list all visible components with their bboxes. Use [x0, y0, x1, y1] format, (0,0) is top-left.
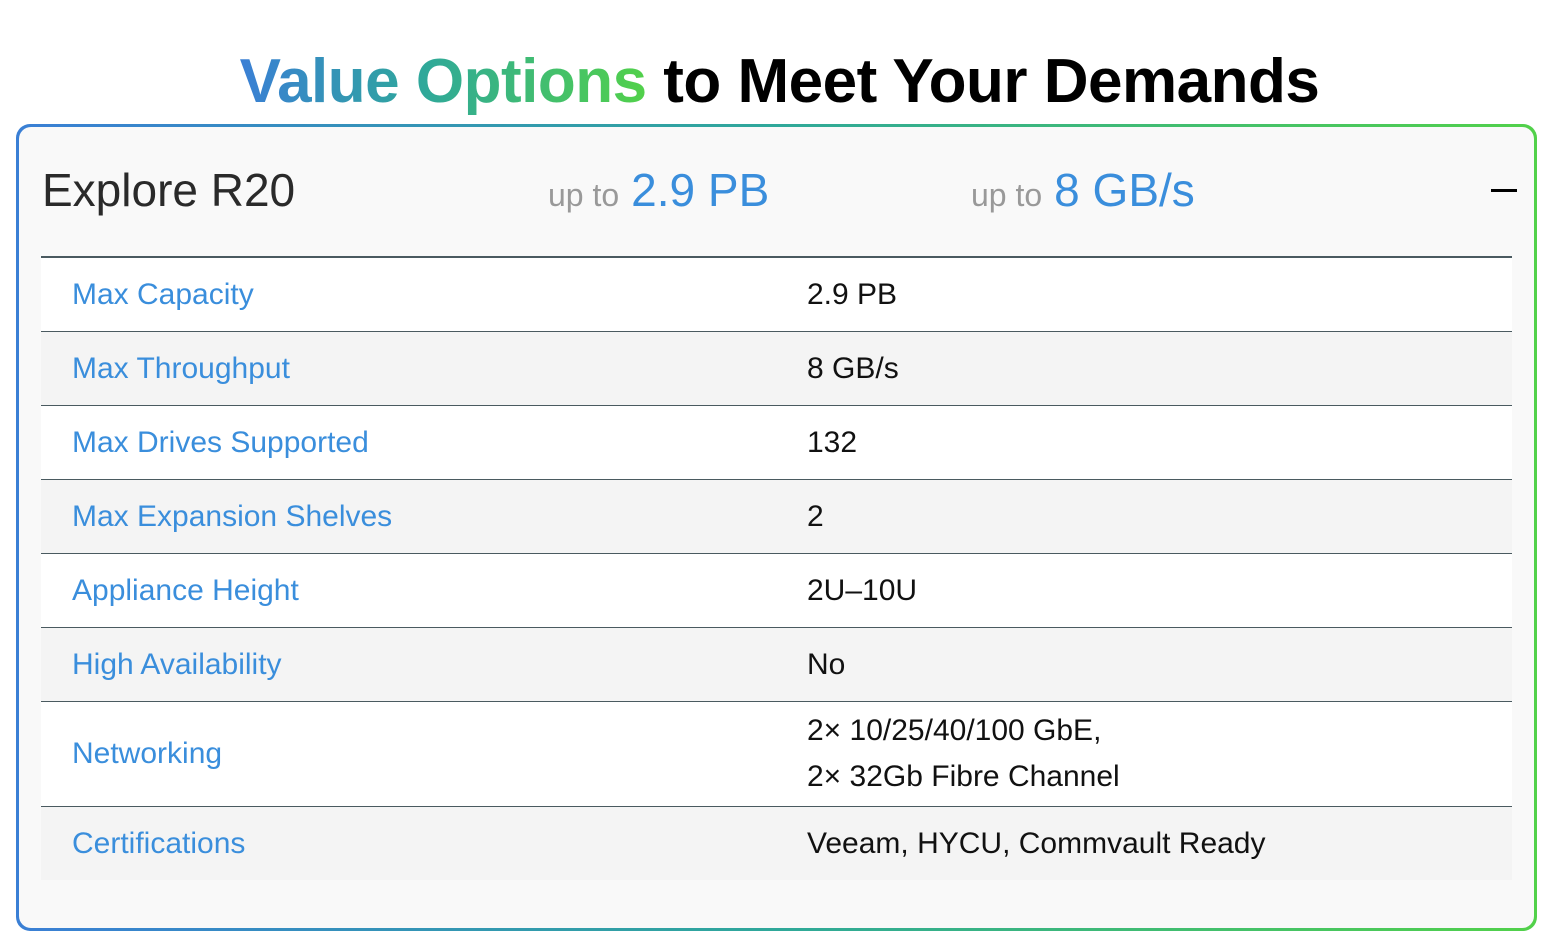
table-row: Networking 2× 10/25/40/100 GbE, 2× 32Gb Fi… — [41, 701, 1512, 807]
spec-label: Certifications — [72, 826, 246, 860]
table-row: Appliance Height 2U–10U — [41, 553, 1512, 628]
spec-value: 2× 10/25/40/100 GbE, 2× 32Gb Fibre Channe… — [807, 702, 1512, 807]
spec-value: 2.9 PB — [807, 277, 898, 311]
title-rest: to Meet Your Demands — [646, 46, 1320, 116]
spec-label: Appliance Height — [72, 573, 299, 607]
page-title: Value Options to Meet Your Demands — [0, 46, 1559, 117]
title-highlight: Value Options — [239, 46, 647, 116]
spec-value-line: 2× 10/25/40/100 GbE, — [807, 714, 1102, 747]
table-row: Certifications Veeam, HYCU, Commvault Rea… — [41, 806, 1512, 880]
minus-icon[interactable] — [1491, 189, 1517, 192]
spec-value: 2 — [807, 499, 824, 533]
spec-label: Max Expansion Shelves — [72, 499, 393, 533]
capacity-summary: up to 2.9 PB — [548, 163, 769, 217]
throughput-summary: up to 8 GB/s — [971, 163, 1195, 217]
table-row: Max Capacity 2.9 PB — [41, 257, 1512, 332]
capacity-prefix: up to — [548, 177, 620, 213]
spec-value: No — [807, 647, 846, 681]
spec-value: 8 GB/s — [807, 351, 899, 385]
throughput-prefix: up to — [971, 177, 1043, 213]
spec-label: Max Capacity — [72, 277, 254, 311]
throughput-value: 8 GB/s — [1054, 164, 1195, 216]
spec-value: 2U–10U — [807, 573, 918, 607]
spec-label: Networking — [72, 737, 223, 770]
table-row: Max Throughput 8 GB/s — [41, 331, 1512, 406]
table-row: Max Drives Supported 132 — [41, 405, 1512, 480]
spec-value: 132 — [807, 425, 858, 459]
capacity-value: 2.9 PB — [631, 164, 770, 216]
spec-value-line: 2× 32Gb Fibre Channel — [807, 760, 1120, 793]
table-row: Max Expansion Shelves 2 — [41, 479, 1512, 554]
specs-table: Max Capacity 2.9 PB Max Throughput 8 GB/s … — [41, 256, 1512, 880]
product-name: Explore R20 — [42, 164, 296, 216]
spec-label: Max Drives Supported — [72, 425, 369, 459]
spec-label: Max Throughput — [72, 351, 290, 385]
spec-label: High Availability — [72, 647, 282, 681]
product-card: Explore R20 up to 2.9 PB up to 8 GB/s Max … — [16, 124, 1537, 931]
spec-value: Veeam, HYCU, Commvault Ready — [807, 826, 1266, 860]
table-row: High Availability No — [41, 627, 1512, 702]
